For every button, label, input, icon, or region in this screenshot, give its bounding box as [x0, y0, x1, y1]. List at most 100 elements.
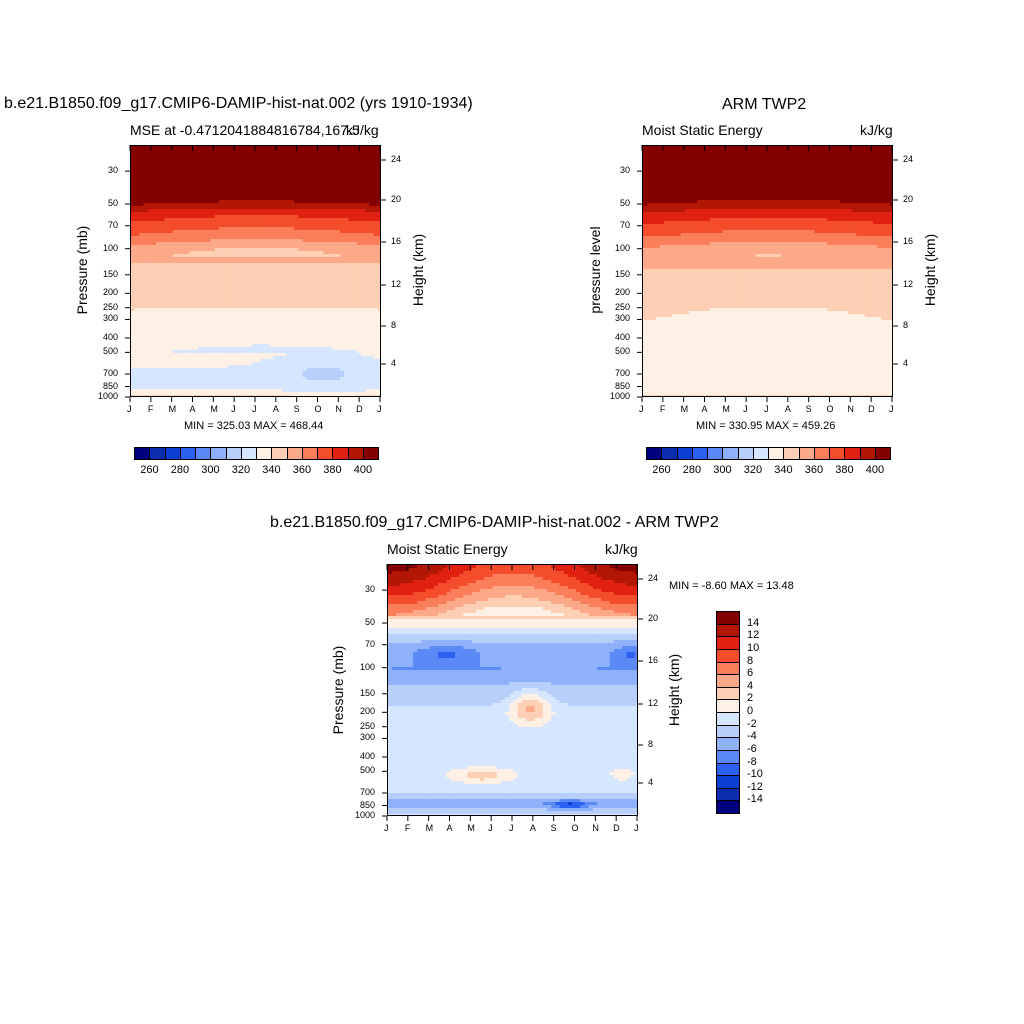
panel-model-cell [177, 236, 182, 240]
panel-model-cell [131, 191, 136, 195]
panel-model-cell [218, 146, 224, 150]
panel-model-cell [223, 173, 228, 177]
panel-model-cell [289, 371, 295, 375]
panel-model-cell [356, 212, 362, 216]
panel-model-cell [160, 254, 166, 258]
panel-model-cell [306, 305, 312, 309]
panel-model-cell [231, 203, 237, 207]
panel-model-cell [243, 227, 249, 231]
panel-model-cell [256, 317, 262, 321]
panel-model-cell [147, 341, 153, 345]
panel-model-cell [377, 236, 380, 240]
panel-model-cell [377, 251, 380, 255]
panel-model-cell [151, 212, 157, 216]
panel-model-cell [202, 251, 207, 255]
panel-model-cell [164, 341, 170, 345]
panel-model-cell [185, 371, 191, 375]
panel-model-cell [365, 236, 371, 240]
panel-model-cell [231, 158, 237, 162]
panel-model-cell [243, 239, 249, 243]
panel-model-cell [344, 167, 350, 171]
panel-model-cell [185, 347, 191, 351]
panel-model-cell [143, 239, 149, 243]
panel-model-cell [185, 185, 191, 189]
panel-model-cell [210, 299, 216, 303]
panel-model-cell [235, 305, 241, 309]
panel-model-cell [281, 209, 287, 213]
panel-model-cell [135, 317, 140, 321]
panel-model-cell [172, 173, 178, 177]
panel-model-cell [273, 314, 279, 318]
panel-model-cell [206, 263, 212, 267]
panel-model-cell [177, 347, 182, 351]
panel-model-cell [243, 152, 249, 156]
panel-model-cell [310, 152, 316, 156]
panel-model-cell [202, 293, 207, 297]
panel-model-cell [185, 176, 191, 180]
panel-model-cell [361, 188, 366, 192]
panel-model-cell [248, 332, 253, 336]
panel-model-cell [239, 200, 245, 204]
panel-model-cell [252, 353, 258, 357]
panel-model-cell [277, 389, 283, 393]
panel-model-cell [172, 188, 178, 192]
panel-model-cell [256, 179, 262, 183]
panel-model-cell [315, 212, 320, 216]
panel-model-cell [193, 368, 199, 372]
panel-model-cell [323, 383, 329, 387]
panel-model-cell [160, 362, 166, 366]
panel-model-cell [160, 227, 166, 231]
panel-model-cell [168, 302, 174, 306]
panel-model-cell [164, 269, 170, 273]
panel-model-cell [168, 167, 174, 171]
panel-model-cell [356, 257, 362, 261]
panel-model-cell [327, 386, 333, 390]
panel-model-cell [277, 296, 283, 300]
panel-model-cell [185, 248, 191, 252]
panel-model-cell [348, 290, 354, 294]
panel-model-cell [323, 161, 329, 165]
panel-model-cell [218, 155, 224, 159]
panel-model-cell [235, 260, 241, 264]
panel-model-cell [273, 284, 279, 288]
panel-model-cell [323, 356, 329, 360]
panel-model-cell [369, 164, 375, 168]
panel-model-cell [172, 245, 178, 249]
panel-model-cell [160, 335, 166, 339]
panel-model-cell [344, 260, 350, 264]
panel-model-cell [310, 368, 316, 372]
panel-model-cell [281, 356, 287, 360]
panel-model-cell [147, 269, 153, 273]
panel-model-cell [189, 152, 195, 156]
panel-model-cell [269, 353, 274, 357]
panel-model-cell [147, 305, 153, 309]
panel-model-cell [248, 233, 253, 237]
panel-model-cell [160, 299, 166, 303]
panel-model-cell [160, 269, 166, 273]
panel-model-cell [197, 269, 203, 273]
panel-model-cell [135, 332, 140, 336]
panel-model-cell [256, 308, 262, 312]
panel-model-cell [302, 215, 308, 219]
panel-model-cell [310, 278, 316, 282]
panel-model-cell [331, 179, 337, 183]
panel-model-cell [151, 179, 157, 183]
panel-model-cell [210, 164, 216, 168]
panel-model-cell [139, 209, 145, 213]
panel-model-cell [189, 296, 195, 300]
panel-model-cell [181, 359, 186, 363]
panel-model-cell [273, 173, 279, 177]
panel-model-cell [243, 173, 249, 177]
panel-model-cell [181, 380, 186, 384]
panel-model-cell [294, 176, 299, 180]
panel-model-cell [289, 365, 295, 369]
panel-model-cell [160, 353, 166, 357]
panel-model-cell [352, 239, 358, 243]
panel-model-cell [277, 341, 283, 345]
panel-model-cell [273, 260, 279, 264]
panel-model-cell [310, 257, 316, 261]
panel-model-cell [135, 227, 140, 231]
panel-model-cell [306, 374, 312, 378]
panel-model-cell [298, 164, 304, 168]
panel-model-cell [214, 323, 220, 327]
